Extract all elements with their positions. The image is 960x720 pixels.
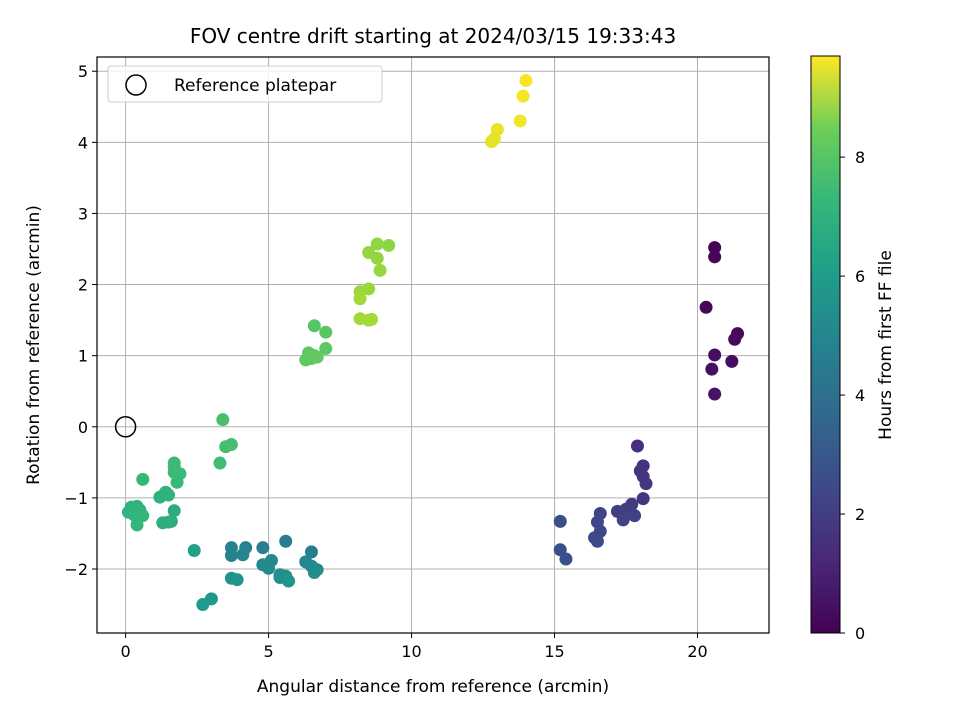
scatter-point [628, 509, 642, 523]
points [121, 73, 745, 612]
scatter-point [705, 362, 719, 376]
x-axis-label: Angular distance from reference (arcmin) [257, 677, 609, 697]
scatter-point [130, 518, 144, 532]
colorbar-tick-label: 4 [855, 386, 865, 405]
x-tick-label: 15 [544, 642, 564, 661]
scatter-point [216, 413, 230, 427]
colorbar-tick-label: 8 [855, 148, 865, 167]
scatter-point [708, 348, 722, 362]
scatter-point [224, 548, 238, 562]
scatter-point [256, 541, 270, 555]
y-tick-label: 5 [78, 62, 88, 81]
y-tick-label: 2 [78, 276, 88, 295]
scatter-point [516, 89, 530, 103]
plot-frame [96, 56, 770, 634]
scatter-point [187, 544, 201, 558]
scatter-point [365, 312, 379, 326]
scatter-point [590, 534, 604, 548]
colorbar-tick-label: 0 [855, 624, 865, 643]
y-tick-label: 1 [78, 347, 88, 366]
scatter-point [373, 263, 387, 277]
legend-box [107, 65, 383, 103]
scatter-point [279, 534, 293, 548]
scatter-point [307, 566, 321, 580]
scatter-point [164, 514, 178, 528]
scatter-point [196, 598, 210, 612]
y-tick-label: 3 [78, 204, 88, 223]
scatter-point [708, 250, 722, 264]
scatter-point [370, 237, 384, 251]
scatter-point [282, 574, 296, 588]
scatter-point [161, 488, 175, 502]
scatter-point [310, 350, 324, 364]
scatter-point [319, 325, 333, 339]
scatter-point [236, 548, 250, 562]
scatter-point [304, 545, 318, 559]
y-tick-label: −1 [64, 489, 88, 508]
scatter-point [553, 514, 567, 528]
colorbar: 0 2 4 6 8 Hours from first FF file [810, 55, 896, 643]
scatter-point [370, 251, 384, 265]
reference-platepar-marker [114, 416, 137, 438]
legend-label: Reference platepar [174, 76, 336, 96]
scatter-point [636, 492, 650, 506]
chart-title: FOV centre drift starting at 2024/03/15 … [190, 24, 676, 48]
x-ticks: 0 5 10 15 20 [121, 633, 708, 661]
colorbar-gradient [810, 55, 841, 634]
colorbar-tick-label: 6 [855, 267, 865, 286]
scatter-point [728, 332, 742, 346]
x-tick-label: 5 [263, 642, 273, 661]
scatter-point [262, 561, 276, 575]
colorbar-ticks: 0 2 4 6 8 [840, 148, 865, 643]
scatter-point [639, 477, 653, 491]
scatter-point [382, 238, 396, 252]
scatter-point [213, 456, 227, 470]
scatter-point [725, 354, 739, 368]
legend-marker-circle [125, 74, 147, 96]
y-axis-label: Rotation from reference (arcmin) [24, 205, 44, 485]
scatter-point [519, 73, 533, 87]
scatter-point [616, 513, 630, 527]
y-tick-label: 0 [78, 418, 88, 437]
colorbar-tick-label: 2 [855, 505, 865, 524]
scatter-point [485, 135, 499, 149]
scatter-point [559, 552, 573, 566]
scatter-point [307, 319, 321, 333]
x-tick-label: 10 [401, 642, 421, 661]
scatter-point [167, 504, 181, 518]
legend: Reference platepar [107, 65, 383, 103]
y-tick-label: −2 [64, 560, 88, 579]
scatter-point [353, 292, 367, 306]
scatter-point [699, 300, 713, 314]
x-tick-label: 20 [687, 642, 707, 661]
scatter-point [136, 472, 150, 486]
reference-point [114, 416, 137, 438]
scatter-point [630, 439, 644, 453]
scatter-point [708, 241, 722, 255]
scatter-point [167, 456, 181, 470]
scatter-point [708, 387, 722, 401]
x-tick-label: 0 [121, 642, 131, 661]
scatter-point [230, 573, 244, 587]
scatter-point [319, 342, 333, 356]
colorbar-label: Hours from first FF file [876, 250, 896, 440]
grid [97, 57, 769, 633]
y-tick-label: 4 [78, 133, 88, 152]
scatter-point [513, 114, 527, 128]
y-ticks: −2 −1 0 1 2 3 4 5 [64, 62, 97, 579]
scatter-point [224, 438, 238, 452]
